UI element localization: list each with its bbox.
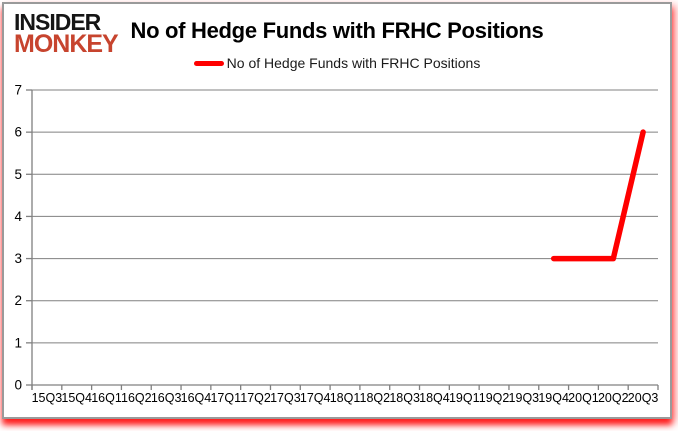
x-tick-label: 19Q2	[479, 391, 510, 405]
hedge-fund-line-chart: 0 1 2 3 4 5 6 7 15Q3 15Q4 16Q1 16Q2 16Q3 16Q4 17Q1 17Q2…	[14, 83, 659, 405]
legend-label: No of Hedge Funds with FRHC Positions	[226, 55, 481, 71]
x-tick-label: 17Q2	[240, 391, 271, 405]
y-tick-label: 2	[14, 293, 22, 308]
x-tick-label: 16Q1	[91, 391, 122, 405]
x-tick-label: 18Q4	[419, 391, 450, 405]
y-tick-label: 6	[14, 125, 22, 140]
x-tick-label: 18Q3	[389, 391, 420, 405]
x-tick-label: 20Q2	[598, 391, 629, 405]
x-tick-label: 18Q1	[330, 391, 361, 405]
page-title: No of Hedge Funds with FRHC Positions	[130, 18, 544, 43]
legend-line-marker	[193, 60, 224, 66]
x-tick-label: 19Q3	[509, 391, 540, 405]
x-tick-label: 18Q2	[360, 391, 391, 405]
x-tick-label: 17Q3	[270, 391, 301, 405]
legend: No of Hedge Funds with FRHC Positions	[4, 55, 670, 71]
y-tick-label: 4	[14, 209, 22, 224]
x-tick-label: 17Q4	[300, 391, 331, 405]
x-tick-label: 16Q4	[181, 391, 212, 405]
y-tick-label: 7	[14, 83, 22, 98]
logo-word-monkey: MONKEY	[14, 30, 119, 59]
logo-word-insider: INSIDER	[14, 9, 101, 35]
insider-monkey-logo: INSIDER MONKEY	[14, 9, 119, 59]
x-tick-label: 19Q4	[538, 391, 569, 405]
chart-card: INSIDER MONKEY No of Hedge Funds with FR…	[2, 2, 672, 419]
x-tick-label: 16Q2	[121, 391, 152, 405]
x-tick-label: 19Q1	[449, 391, 480, 405]
x-tick-label: 20Q1	[568, 391, 599, 405]
y-tick-label: 5	[14, 167, 22, 182]
y-tick-label: 0	[14, 378, 22, 393]
x-tick-label: 15Q4	[61, 391, 92, 405]
y-tick-label: 3	[14, 251, 22, 266]
x-tick-label: 17Q1	[210, 391, 241, 405]
x-tick-label: 16Q3	[151, 391, 182, 405]
x-tick-label: 20Q3	[628, 391, 659, 405]
data-line-frhc	[550, 129, 646, 262]
y-tick-label: 1	[14, 335, 22, 350]
x-tick-label: 15Q3	[32, 391, 63, 405]
